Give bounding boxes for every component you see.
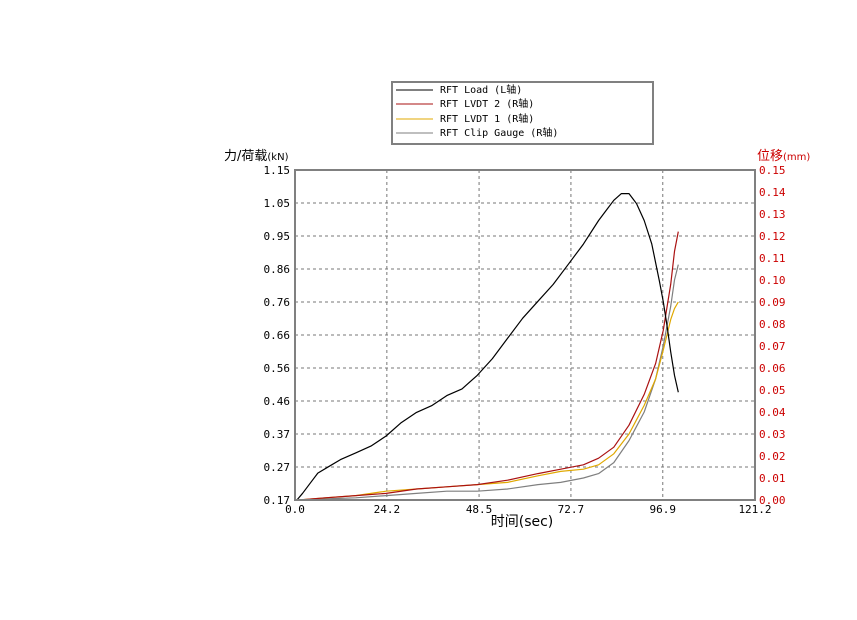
y-right-tick-label: 0.03 — [759, 428, 786, 441]
y-right-tick-label: 0.15 — [759, 164, 786, 177]
series-line-lvdt2 — [298, 231, 679, 501]
x-tick-label: 96.9 — [650, 503, 677, 516]
tick-labels: 0.0 24.2 48.5 72.7 96.9 121.2 0.17 0.27 0.37 0.46… — [264, 164, 786, 516]
series-line-lvdt1 — [298, 301, 679, 501]
y-right-tick-label: 0.01 — [759, 472, 786, 485]
series-line-load — [296, 193, 679, 501]
y-right-tick-label: 0.00 — [759, 494, 786, 507]
y-right-tick-label: 0.10 — [759, 274, 786, 287]
y-right-tick-label: 0.08 — [759, 318, 786, 331]
y-left-tick-label: 0.95 — [264, 230, 291, 243]
y-left-tick-label: 1.05 — [264, 197, 291, 210]
legend-label-load: RFT Load (L轴) — [440, 83, 522, 96]
x-tick-label: 72.7 — [558, 503, 585, 516]
y-right-tick-label: 0.12 — [759, 230, 786, 243]
x-axis-title: 时间(sec) — [491, 514, 554, 530]
y-left-tick-label: 0.37 — [264, 428, 291, 441]
right-axis-title: 位移(mm) — [757, 149, 810, 164]
y-left-tick-label: 0.76 — [264, 296, 291, 309]
y-right-tick-label: 0.06 — [759, 362, 786, 375]
y-right-tick-label: 0.09 — [759, 296, 786, 309]
x-tick-label: 0.0 — [285, 503, 305, 516]
legend-label-clip-gauge: RFT Clip Gauge (R轴) — [440, 126, 558, 139]
series-lines — [296, 193, 679, 501]
y-right-tick-label: 0.05 — [759, 384, 786, 397]
y-left-tick-label: 0.86 — [264, 263, 291, 276]
legend-box — [391, 81, 654, 145]
series-line-clip-gauge — [298, 264, 679, 501]
y-right-tick-label: 0.13 — [759, 208, 786, 221]
y-left-tick-label: 0.17 — [264, 494, 291, 507]
y-right-tick-label: 0.11 — [759, 252, 786, 265]
y-left-tick-label: 0.56 — [264, 362, 291, 375]
y-left-tick-label: 1.15 — [264, 164, 291, 177]
plot-frame — [294, 169, 756, 501]
left-axis-title: 力/荷载(kN) — [224, 149, 289, 164]
y-left-tick-label: 0.46 — [264, 395, 291, 408]
legend-label-lvdt1: RFT LVDT 1 (R轴) — [440, 112, 534, 125]
y-right-tick-label: 0.07 — [759, 340, 786, 353]
y-right-tick-label: 0.04 — [759, 406, 786, 419]
y-right-tick-label: 0.14 — [759, 186, 786, 199]
y-left-tick-label: 0.27 — [264, 461, 291, 474]
x-tick-label: 121.2 — [738, 503, 771, 516]
x-tick-label: 48.5 — [466, 503, 493, 516]
y-left-tick-label: 0.66 — [264, 329, 291, 342]
grid — [295, 170, 755, 500]
y-right-tick-label: 0.02 — [759, 450, 786, 463]
x-tick-label: 24.2 — [374, 503, 401, 516]
legend-label-lvdt2: RFT LVDT 2 (R轴) — [440, 97, 534, 110]
legend: RFT Load (L轴) RFT LVDT 2 (R轴) RFT LVDT 1… — [391, 81, 654, 145]
